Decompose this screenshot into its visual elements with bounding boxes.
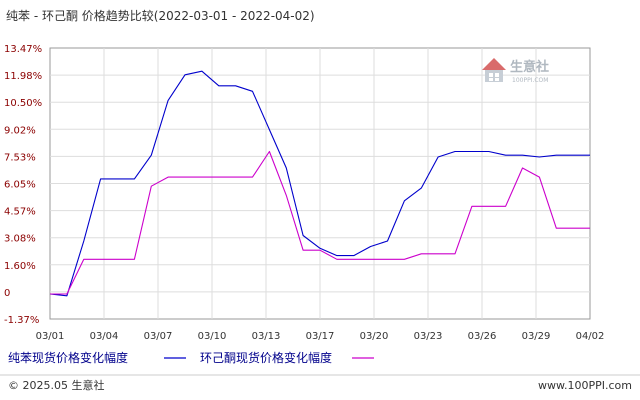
- y-tick-label: 6.05%: [4, 180, 36, 191]
- legend: 纯苯现货价格变化幅度 环己酮现货价格变化幅度: [8, 350, 374, 365]
- y-tick-label: 0: [4, 288, 10, 299]
- x-tick-label: 03/04: [90, 331, 119, 342]
- footer-copyright: © 2025.05 生意社: [8, 378, 104, 392]
- y-tick-label: 4.57%: [4, 207, 36, 218]
- x-tick-label: 03/23: [414, 331, 443, 342]
- y-tick-label: -1.37%: [4, 315, 39, 326]
- watermark-sub: 100PPI.COM: [512, 77, 548, 84]
- y-tick-label: 10.50%: [4, 98, 42, 109]
- y-tick-label: 11.98%: [4, 71, 42, 82]
- y-axis-ticks: 13.47% 11.98% 10.50% 9.02% 7.53% 6.05% 4.57% 3.…: [4, 44, 42, 326]
- legend-label-cyclohexanone: 环己酮现货价格变化幅度: [200, 350, 332, 365]
- y-tick-label: 13.47%: [4, 44, 42, 55]
- x-axis-ticks: 03/01 03/04 03/07 03/10 03/13 03/17 03/20 03/23…: [36, 331, 605, 342]
- y-tick-label: 7.53%: [4, 152, 36, 163]
- watermark-name: 生意社: [510, 59, 549, 75]
- x-tick-label: 03/26: [468, 331, 497, 342]
- x-tick-label: 04/02: [576, 331, 605, 342]
- series-line-cyclohexanone: [50, 150, 590, 295]
- x-tick-label: 03/20: [360, 331, 389, 342]
- watermark-logo: 生意社 100PPI.COM: [482, 58, 549, 84]
- series-lines: [49, 70, 590, 297]
- series-line-benzene: [49, 70, 590, 297]
- x-tick-label: 03/29: [522, 331, 551, 342]
- y-tick-label: 1.60%: [4, 261, 36, 272]
- x-tick-label: 03/17: [306, 331, 335, 342]
- x-tick-label: 03/10: [198, 331, 227, 342]
- x-tick-label: 03/13: [252, 331, 281, 342]
- x-tick-label: 03/07: [144, 331, 173, 342]
- chart-title: 纯苯 - 环己酮 价格趋势比较(2022-03-01 - 2022-04-02): [6, 8, 315, 23]
- footer-site-link[interactable]: www.100PPI.com: [538, 379, 632, 392]
- house-logo-icon: [482, 58, 506, 82]
- y-tick-label: 9.02%: [4, 125, 36, 136]
- legend-label-benzene: 纯苯现货价格变化幅度: [8, 350, 128, 365]
- x-tick-label: 03/01: [36, 331, 65, 342]
- y-tick-label: 3.08%: [4, 234, 36, 245]
